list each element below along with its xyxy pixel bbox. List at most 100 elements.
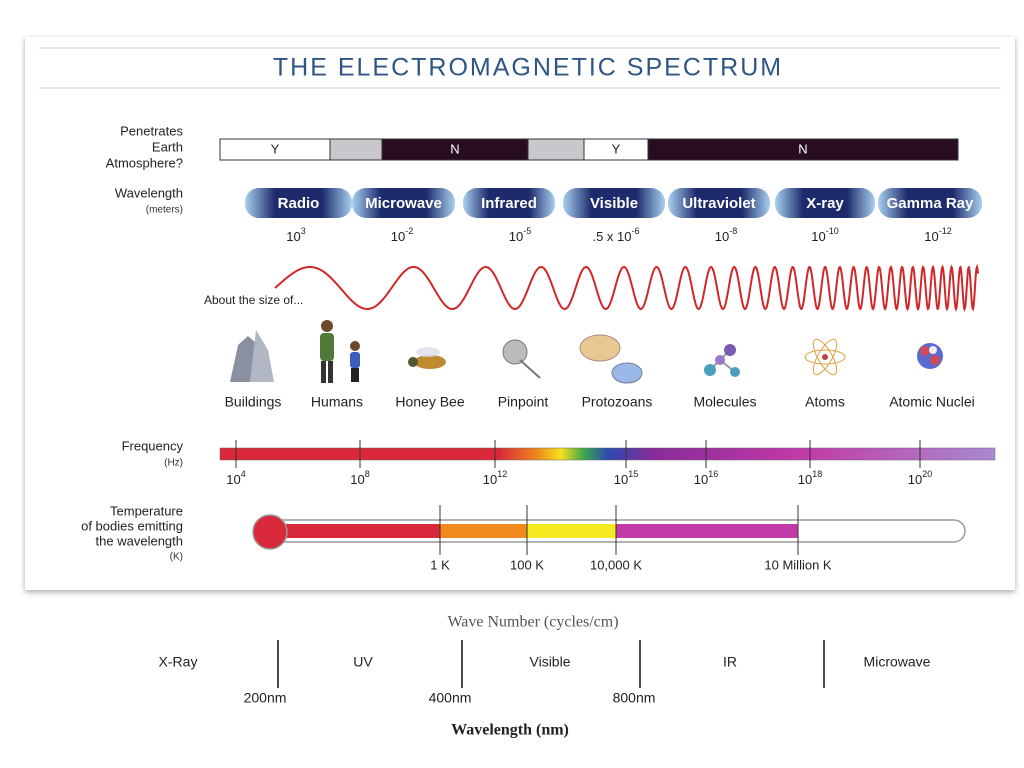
band-pill xyxy=(245,188,352,218)
power-exp: -6 xyxy=(632,226,640,236)
title: THE ELECTROMAGNETIC SPECTRUM xyxy=(273,54,783,82)
lower-title: Wave Number (cycles/cm) xyxy=(447,614,618,631)
band-pill xyxy=(563,188,665,218)
power-base: 10 xyxy=(908,472,922,487)
icons xyxy=(230,320,943,384)
atmosphere-answer: Y xyxy=(271,141,280,156)
row-unit: (Hz) xyxy=(164,458,183,469)
power-exp: 8 xyxy=(365,469,370,479)
wave-line xyxy=(274,263,979,312)
region-label: Microwave xyxy=(864,654,931,670)
frequency-ticks: 104 108 1012 1015 1016 1018 1020 xyxy=(226,440,932,487)
object-label: Honey Bee xyxy=(395,394,464,410)
band-label: Visible xyxy=(590,195,638,212)
power-label: 1012 xyxy=(483,469,507,487)
region-label: IR xyxy=(723,654,737,670)
band-label: Ultraviolet xyxy=(682,195,755,212)
region-label: X-Ray xyxy=(159,654,198,670)
temperature-tick: 1 K xyxy=(430,557,450,572)
power-base: 10 xyxy=(483,472,497,487)
power-base: 10 xyxy=(286,229,300,244)
atmosphere-answer: N xyxy=(798,141,807,156)
icon-bee xyxy=(408,347,446,369)
lower-axis-label: Wavelength (nm) xyxy=(451,722,569,739)
row-label: of bodies emitting xyxy=(81,518,183,533)
band-label: Gamma Ray xyxy=(887,195,974,212)
band-pill xyxy=(775,188,875,218)
atmosphere-answer: Y xyxy=(612,141,621,156)
power-exp: -10 xyxy=(826,226,839,236)
temperature-ticks: 1 K 100 K 10,000 K 10 Million K xyxy=(430,505,832,572)
object-label: Pinpoint xyxy=(498,394,549,410)
objects: Buildings Humans Honey Bee Pinpoint Protozoa… xyxy=(225,394,975,410)
power-label: 104 xyxy=(226,469,245,487)
power-label: 108 xyxy=(350,469,369,487)
temperature-tick: 10 Million K xyxy=(764,557,832,572)
power-exp: 20 xyxy=(922,469,932,479)
power-exp: -5 xyxy=(523,226,531,236)
wave xyxy=(274,263,979,312)
object-label: Protozoans xyxy=(582,394,653,410)
row-label: Frequency xyxy=(122,438,184,453)
band-label: X-ray xyxy=(806,195,844,212)
boundary-label: 800nm xyxy=(613,690,656,706)
power-label: 1016 xyxy=(694,469,718,487)
row-label: Penetrates xyxy=(120,123,183,138)
power-base: 10 xyxy=(694,472,708,487)
object-label: Buildings xyxy=(225,394,282,410)
frequency-bar xyxy=(219,447,996,461)
power-exp: 12 xyxy=(497,469,507,479)
power-exp: -2 xyxy=(405,226,413,236)
row-label: Earth xyxy=(152,139,183,154)
object-label: Atomic Nuclei xyxy=(889,394,975,410)
power-base: 10 xyxy=(350,472,364,487)
power-exp: 16 xyxy=(708,469,718,479)
power-label: 10-12 xyxy=(924,226,951,244)
power-exp: 3 xyxy=(301,226,306,236)
power-base: 10 xyxy=(798,472,812,487)
lower-scale: X-Ray UV Visible IR Microwave 200nm 400nm 800nm xyxy=(159,640,931,706)
power-label: 10-8 xyxy=(715,226,737,244)
power-exp: -12 xyxy=(939,226,952,236)
power-exp: -8 xyxy=(729,226,737,236)
power-label: 10-2 xyxy=(391,226,413,244)
icon-buildings xyxy=(230,330,274,382)
band-pill xyxy=(878,188,982,218)
atmosphere-row: Penetrates Earth Atmosphere? Y N Y N xyxy=(106,123,959,170)
power-exp: 18 xyxy=(812,469,822,479)
band-label: Radio xyxy=(278,195,320,212)
card xyxy=(25,37,1015,590)
power-base: 10 xyxy=(391,229,405,244)
atmosphere-segment xyxy=(527,138,585,161)
row-label: Temperature xyxy=(110,503,183,518)
power-base: 10 xyxy=(509,229,523,244)
bands: Radio103Microwave10-2Infrared10-5Visible… xyxy=(245,188,982,244)
power-exp: 15 xyxy=(628,469,638,479)
power-label: 103 xyxy=(286,226,305,244)
power-exp: 4 xyxy=(241,469,246,479)
power-label: 1018 xyxy=(798,469,822,487)
band-pill xyxy=(352,188,455,218)
object-label: Atoms xyxy=(805,394,845,410)
power-base: 10 xyxy=(226,472,240,487)
annotation: About the size of... xyxy=(204,293,303,307)
power-base: 10 xyxy=(924,229,938,244)
icon-nucleus xyxy=(917,343,943,369)
region-label: Visible xyxy=(530,654,571,670)
thermometer xyxy=(252,514,966,550)
icon-humans xyxy=(320,320,360,383)
power-base: 10 xyxy=(614,472,628,487)
band-pill xyxy=(463,188,555,218)
row-unit: (meters) xyxy=(146,205,183,216)
power-label: 10-5 xyxy=(509,226,531,244)
power-base: .5 x 10 xyxy=(592,229,631,244)
row-label: Atmosphere? xyxy=(106,155,183,170)
band-label: Microwave xyxy=(365,195,442,212)
icon-atom xyxy=(804,338,846,376)
row-unit: (K) xyxy=(170,552,183,563)
object-label: Molecules xyxy=(693,394,756,410)
object-label: Humans xyxy=(311,394,363,410)
power-base: 10 xyxy=(715,229,729,244)
icon-molecule xyxy=(704,344,740,377)
power-label: 1020 xyxy=(908,469,932,487)
